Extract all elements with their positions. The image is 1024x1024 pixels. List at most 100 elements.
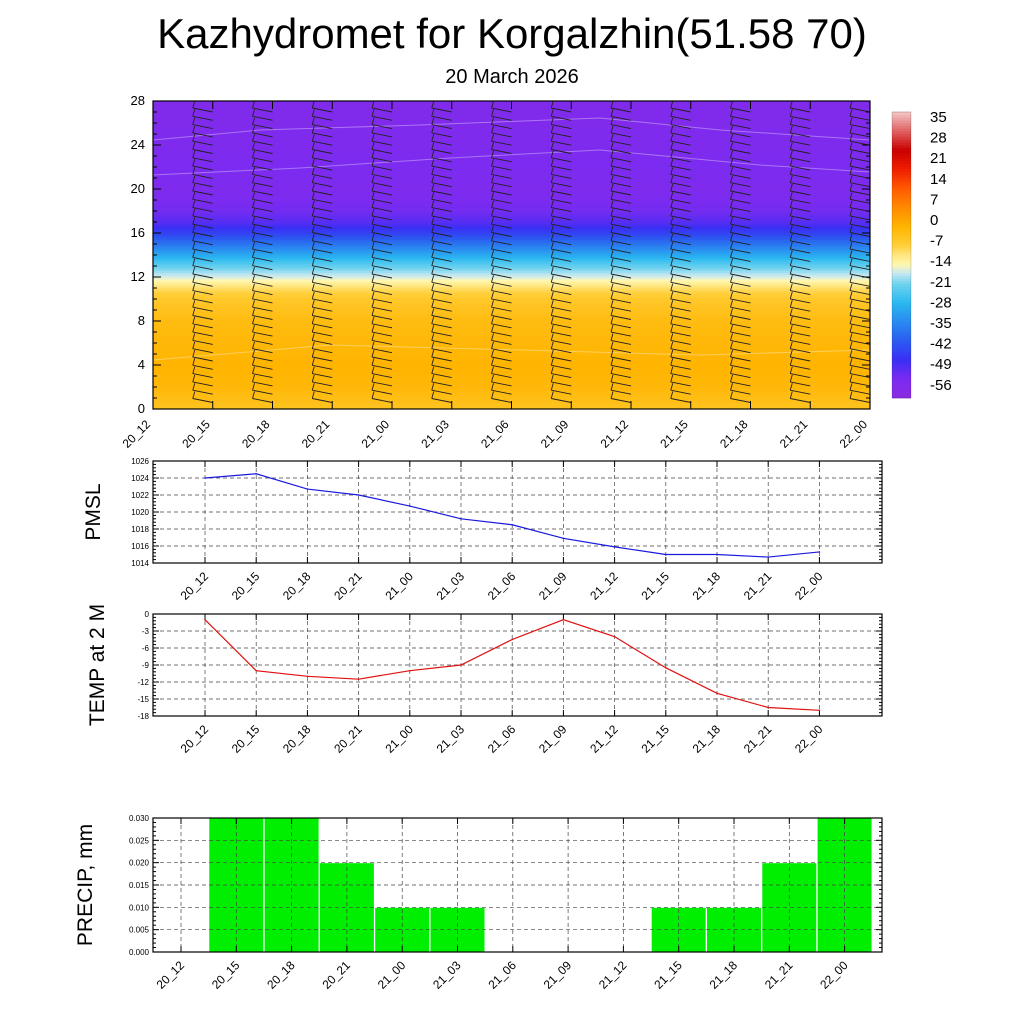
wind-barb-flag <box>849 183 853 192</box>
section-xtick-label: 21_18 <box>717 417 751 451</box>
wind-barb <box>312 315 333 320</box>
wind-barb-flag <box>550 308 554 316</box>
wind-barb <box>153 260 154 262</box>
section-xtick-label: 21_12 <box>598 417 632 451</box>
wind-barb-flag <box>192 117 196 125</box>
wind-barb <box>252 124 273 130</box>
temperature-band <box>153 252 870 256</box>
wind-barb <box>491 182 512 188</box>
wind-barb-flag <box>311 200 315 208</box>
wind-barb <box>730 364 751 370</box>
wind-barb-flag <box>491 258 494 266</box>
wind-barb-flag <box>550 366 554 374</box>
wind-barb <box>312 381 333 387</box>
colorbar-segment <box>892 141 911 145</box>
wind-barb-flag <box>431 134 435 142</box>
wind-barb-flag <box>610 366 614 374</box>
section-xtick-label: 21_06 <box>478 417 512 451</box>
wind-barb-flag <box>730 109 733 117</box>
temperature-band <box>153 355 870 359</box>
temperature-band <box>153 283 870 287</box>
wind-barb-flag <box>431 383 435 391</box>
wind-barb-flag <box>730 125 733 134</box>
wind-barb <box>192 306 213 312</box>
colorbar-segment <box>892 111 911 116</box>
wind-barb <box>192 140 213 146</box>
wind-barb-flag <box>789 192 793 200</box>
colorbar-segment <box>892 212 911 216</box>
wind-barb-flag <box>730 266 733 275</box>
temperature-band <box>153 327 870 331</box>
colorbar-segment <box>892 296 911 301</box>
temperature-band <box>153 346 870 351</box>
wind-barb <box>192 207 213 213</box>
wind-barb-flag <box>849 241 853 250</box>
wind-barb <box>252 132 273 138</box>
wind-barb-flag <box>431 208 435 217</box>
wind-barb-flag <box>849 308 853 316</box>
colorbar-segment <box>892 204 911 208</box>
temperature-band <box>153 313 870 318</box>
wind-barb <box>551 215 572 221</box>
series-point <box>767 706 769 709</box>
wind-barb-flag <box>670 192 674 200</box>
wind-barb <box>790 364 811 370</box>
wind-barb-flag <box>311 250 315 258</box>
xtick-label: 20_18 <box>280 569 314 603</box>
wind-barb-flag <box>491 142 494 150</box>
wind-barb <box>312 373 333 379</box>
wind-barb-flag <box>730 158 733 167</box>
wind-barb-flag <box>849 258 853 266</box>
wind-barb <box>670 107 691 113</box>
temperature-band <box>153 122 870 126</box>
wind-barb <box>371 115 393 121</box>
ytick-label: 0.020 <box>129 859 150 868</box>
colorbar-segment <box>892 261 911 265</box>
temperature-band <box>153 305 870 309</box>
colorbar-segment <box>892 258 911 263</box>
wind-barb-flag <box>252 383 255 391</box>
wind-barb-flag <box>431 175 435 183</box>
wind-barb <box>551 290 572 296</box>
colorbar-label: 21 <box>930 150 947 167</box>
series-point <box>255 669 257 672</box>
colorbar-segment <box>892 155 911 159</box>
temperature-band <box>153 386 870 390</box>
wind-barb <box>491 132 512 138</box>
series-point <box>255 472 257 475</box>
wind-barb-flag <box>730 300 733 308</box>
wind-barb <box>312 356 333 362</box>
temperature-band <box>153 208 870 212</box>
colorbar-segment <box>892 280 911 284</box>
colorbar-segment <box>892 247 911 252</box>
wind-barb-flag <box>431 117 435 125</box>
wind-barb <box>790 182 811 188</box>
wind-barb-flag <box>730 225 733 233</box>
wind-barb <box>153 385 154 386</box>
section-xtick-label: 22_00 <box>837 417 871 451</box>
wind-barb <box>192 132 213 138</box>
wind-barb <box>491 339 512 345</box>
wind-barb <box>192 298 213 304</box>
wind-barb-flag <box>849 250 853 258</box>
xtick-label: 21_15 <box>638 722 672 756</box>
wind-barb <box>730 132 751 138</box>
wind-barb-flag <box>670 291 674 300</box>
colorbar-segment <box>892 198 911 203</box>
wind-barb-flag <box>550 233 554 241</box>
wind-barb <box>371 232 393 237</box>
wind-barb <box>551 315 572 320</box>
wind-barb-flag <box>252 316 255 324</box>
wind-barb <box>312 198 333 204</box>
wind-barb <box>610 290 632 296</box>
colorbar-segment <box>892 217 911 222</box>
ytick-label: -18 <box>137 712 149 721</box>
wind-barb <box>849 398 870 403</box>
temperature-band <box>153 170 870 175</box>
wind-barb <box>431 290 452 296</box>
wind-barb-flag <box>431 300 435 308</box>
wind-barb <box>551 339 572 345</box>
wind-barb <box>153 219 154 220</box>
colorbar-segment <box>892 277 911 282</box>
wind-barb <box>670 124 691 130</box>
